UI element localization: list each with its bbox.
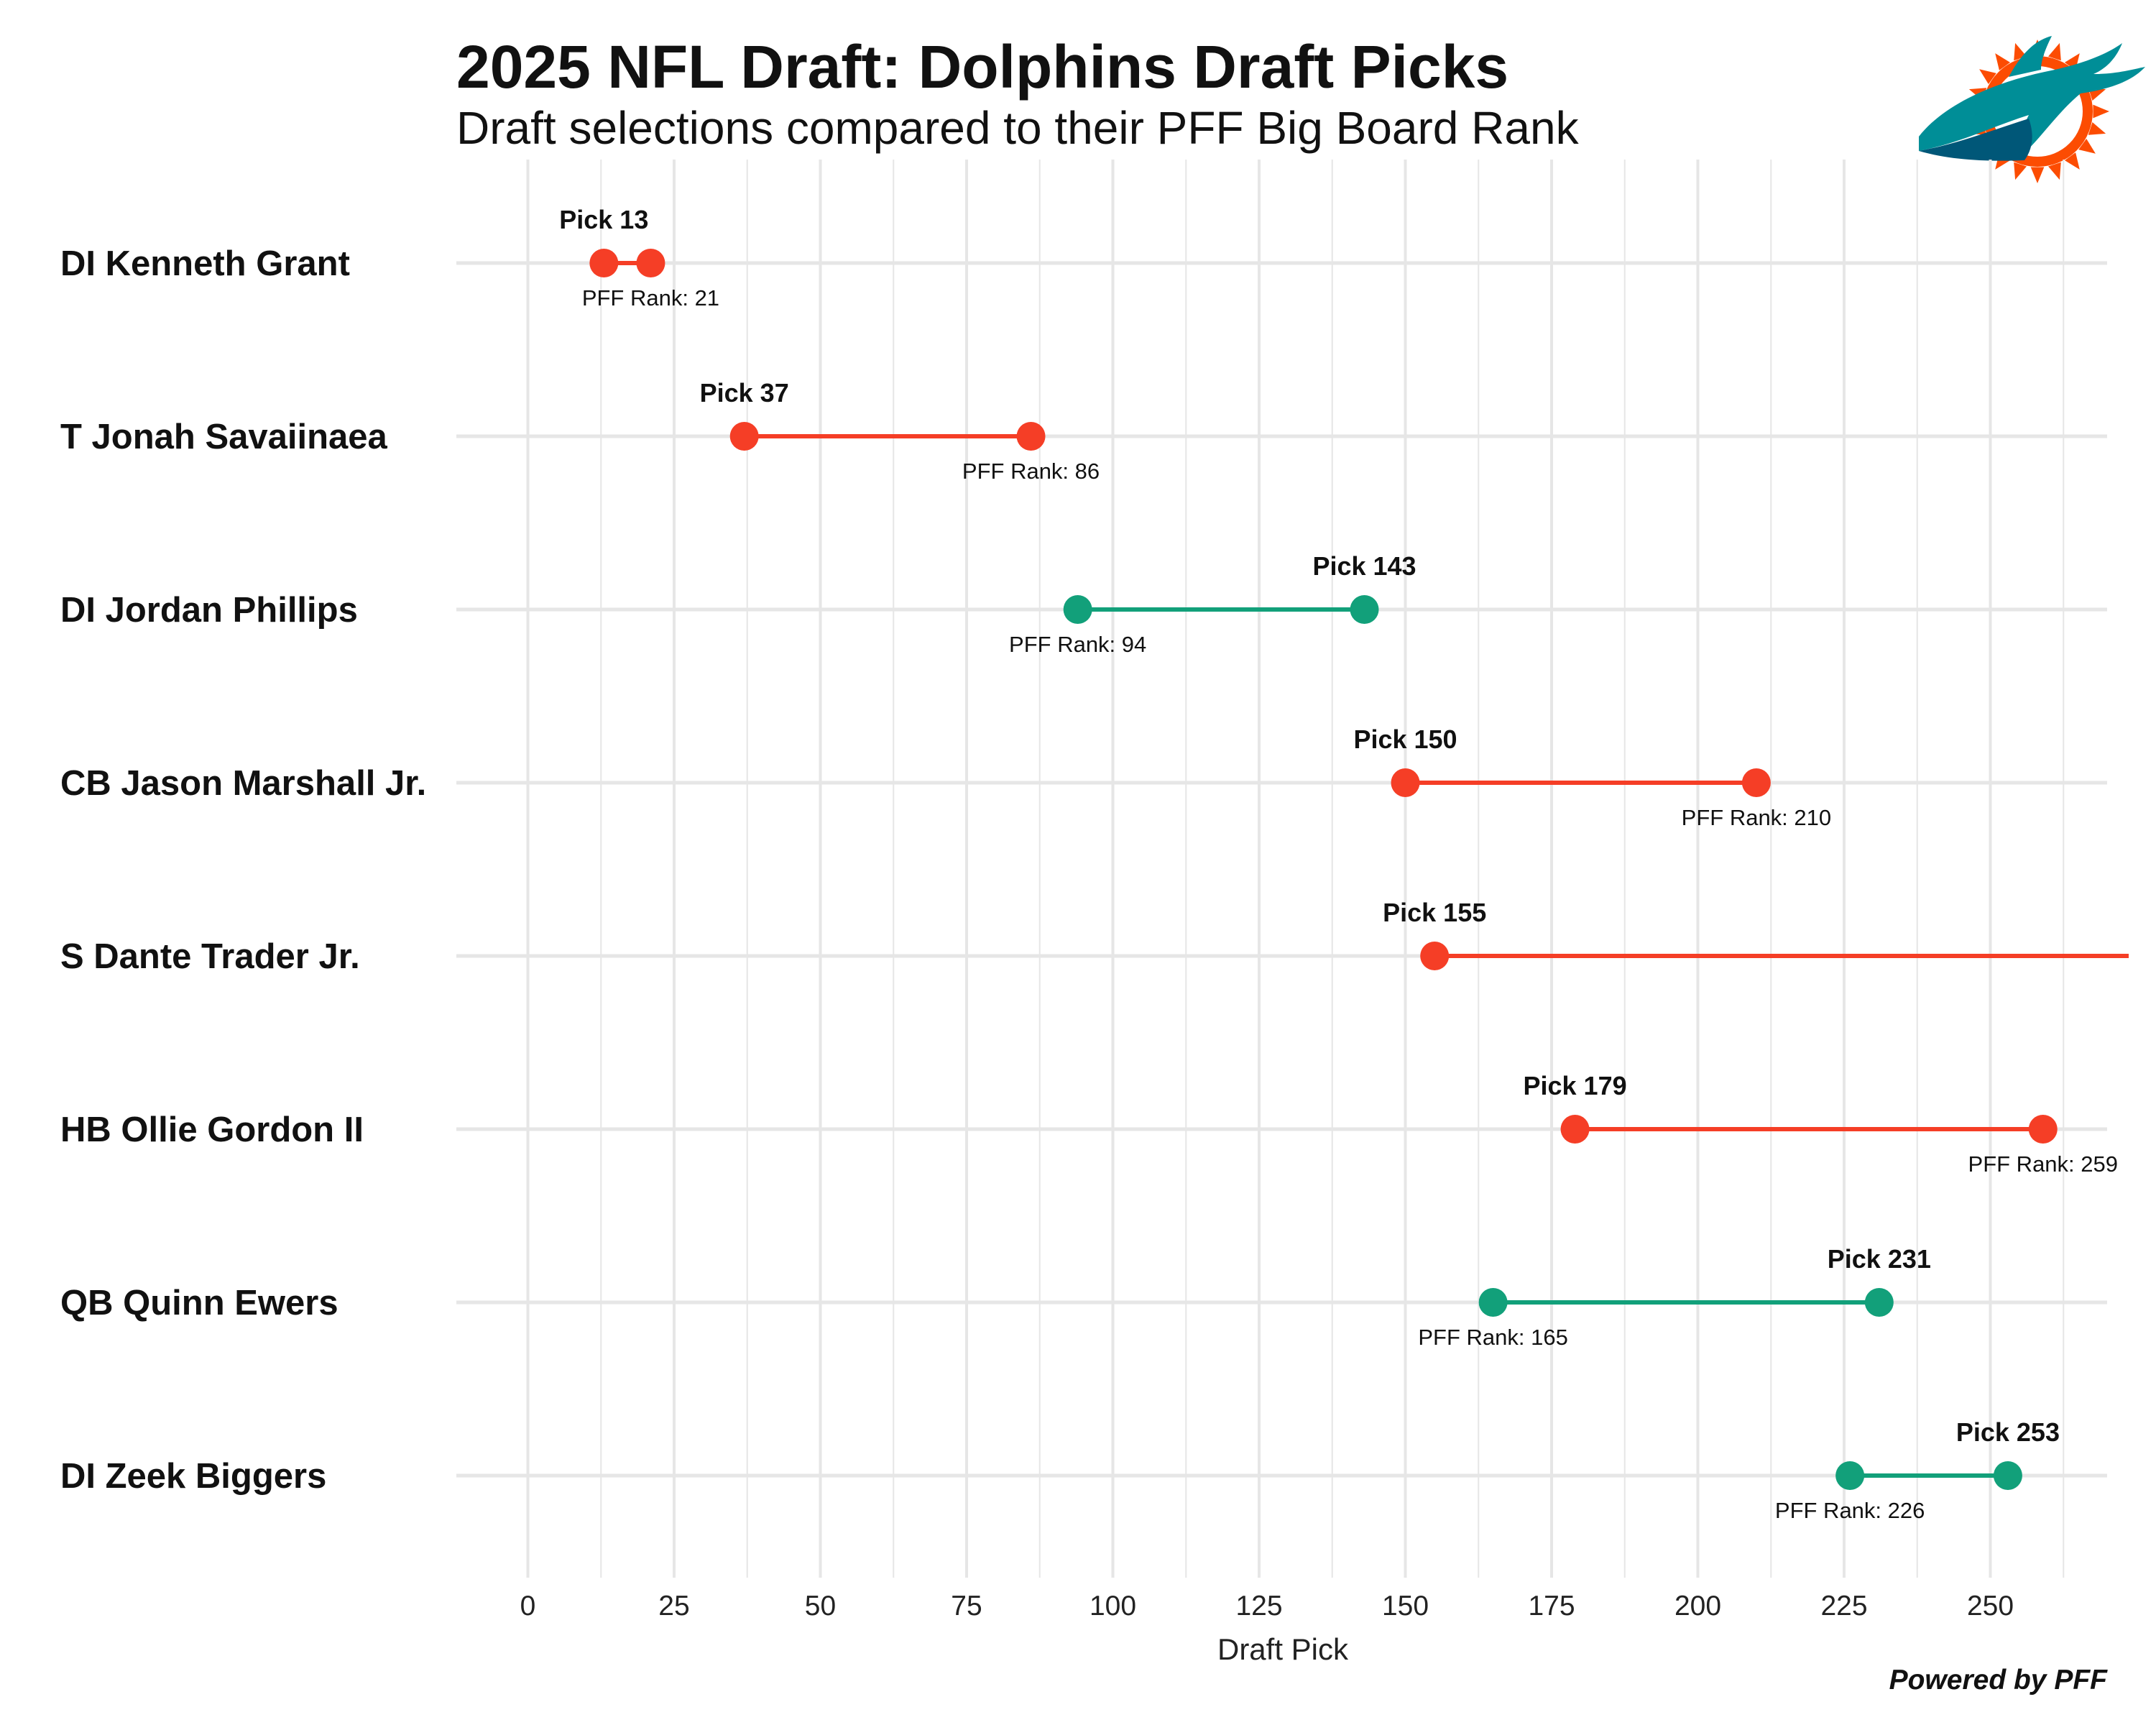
chart-subtitle: Draft selections compared to their PFF B… (456, 102, 1580, 154)
sun-ray (2093, 104, 2109, 119)
pff-rank-label: PFF Rank: 94 (1009, 632, 1146, 657)
player-labels: DI Kenneth Grant T Jonah Savaiinaea DI Jor… (60, 244, 426, 1496)
pick-label: Pick 231 (1828, 1244, 1931, 1274)
sun-ray (1995, 53, 2011, 70)
x-tick-label: 100 (1089, 1591, 1136, 1622)
x-tick-label: 250 (1967, 1591, 2014, 1622)
pick-label: Pick 13 (559, 205, 648, 234)
player-label: S Dante Trader Jr. (60, 937, 360, 976)
x-tick-label: 150 (1382, 1591, 1429, 1622)
pick-label: Pick 143 (1312, 551, 1416, 581)
x-tick-label: 175 (1528, 1591, 1575, 1622)
player-label: QB Quinn Ewers (60, 1284, 338, 1322)
x-tick-label: 200 (1674, 1591, 1721, 1622)
pick-point (1420, 942, 1450, 970)
pick-point (589, 249, 619, 277)
x-tick-label: 25 (658, 1591, 689, 1622)
pff-rank-point (2028, 1115, 2058, 1144)
sun-ray (2048, 162, 2061, 180)
player-label: HB Ollie Gordon II (60, 1110, 364, 1149)
pick-point (1391, 768, 1420, 797)
pff-rank-label: PFF Rank: 259 (1968, 1151, 2118, 1177)
x-tick-label: 125 (1235, 1591, 1282, 1622)
x-tick-label: 75 (951, 1591, 982, 1622)
pff-rank-label: PFF Rank: 21 (582, 285, 719, 310)
pick-point (1350, 595, 1379, 624)
pick-label: Pick 155 (1383, 898, 1486, 927)
pick-point (1560, 1115, 1590, 1144)
pff-rank-label: PFF Rank: 226 (1775, 1498, 1925, 1523)
chart-title: 2025 NFL Draft: Dolphins Draft Picks (456, 33, 1508, 101)
sun-ray (2030, 167, 2045, 183)
miami-dolphins-logo (1919, 36, 2145, 183)
sun-ray (2064, 152, 2080, 170)
pick-label: Pick 37 (700, 378, 789, 408)
pff-rank-point (1741, 768, 1771, 797)
pff-rank-point (1016, 422, 1046, 451)
x-tick-label: 0 (520, 1591, 536, 1622)
sun-ray (2014, 162, 2027, 180)
sun-ray (2048, 42, 2061, 61)
pff-rank-point (636, 249, 665, 277)
pick-point (729, 422, 759, 451)
sun-ray (1979, 69, 1996, 85)
sun-ray (2088, 122, 2106, 135)
pff-rank-label: PFF Rank: 210 (1682, 805, 1831, 830)
pick-label: Pick 150 (1353, 724, 1457, 754)
pff-rank-label: PFF Rank: 86 (962, 459, 1100, 484)
pff-rank-point (1063, 595, 1092, 624)
pff-rank-point (1835, 1461, 1865, 1490)
caption: Powered by PFF (1889, 1665, 2109, 1696)
pff-rank-label: PFF Rank: 165 (1418, 1325, 1567, 1350)
x-axis-label: Draft Pick (1217, 1632, 1349, 1666)
x-tick-label: 50 (805, 1591, 836, 1622)
player-label: CB Jason Marshall Jr. (60, 764, 426, 803)
pick-point (1993, 1461, 2022, 1490)
player-label: DI Zeek Biggers (60, 1457, 326, 1496)
pff-rank-point (1478, 1288, 1508, 1317)
pick-label: Pick 179 (1523, 1071, 1626, 1100)
pick-point (1864, 1288, 1894, 1317)
pick-label: Pick 253 (1956, 1417, 2060, 1447)
x-tick-label: 225 (1820, 1591, 1867, 1622)
dumbbell-marks: Pick 13 PFF Rank: 21 Pick 37 PFF Rank: 86 Pi… (559, 205, 2129, 1523)
player-label: DI Kenneth Grant (60, 244, 350, 283)
x-axis-ticks: 0 25 50 75 100 125 150 175 200 225 250 (520, 1591, 2014, 1622)
sun-ray (2078, 138, 2096, 154)
player-label: T Jonah Savaiinaea (60, 418, 388, 456)
player-label: DI Jordan Phillips (60, 591, 358, 630)
gridlines (456, 160, 2107, 1578)
